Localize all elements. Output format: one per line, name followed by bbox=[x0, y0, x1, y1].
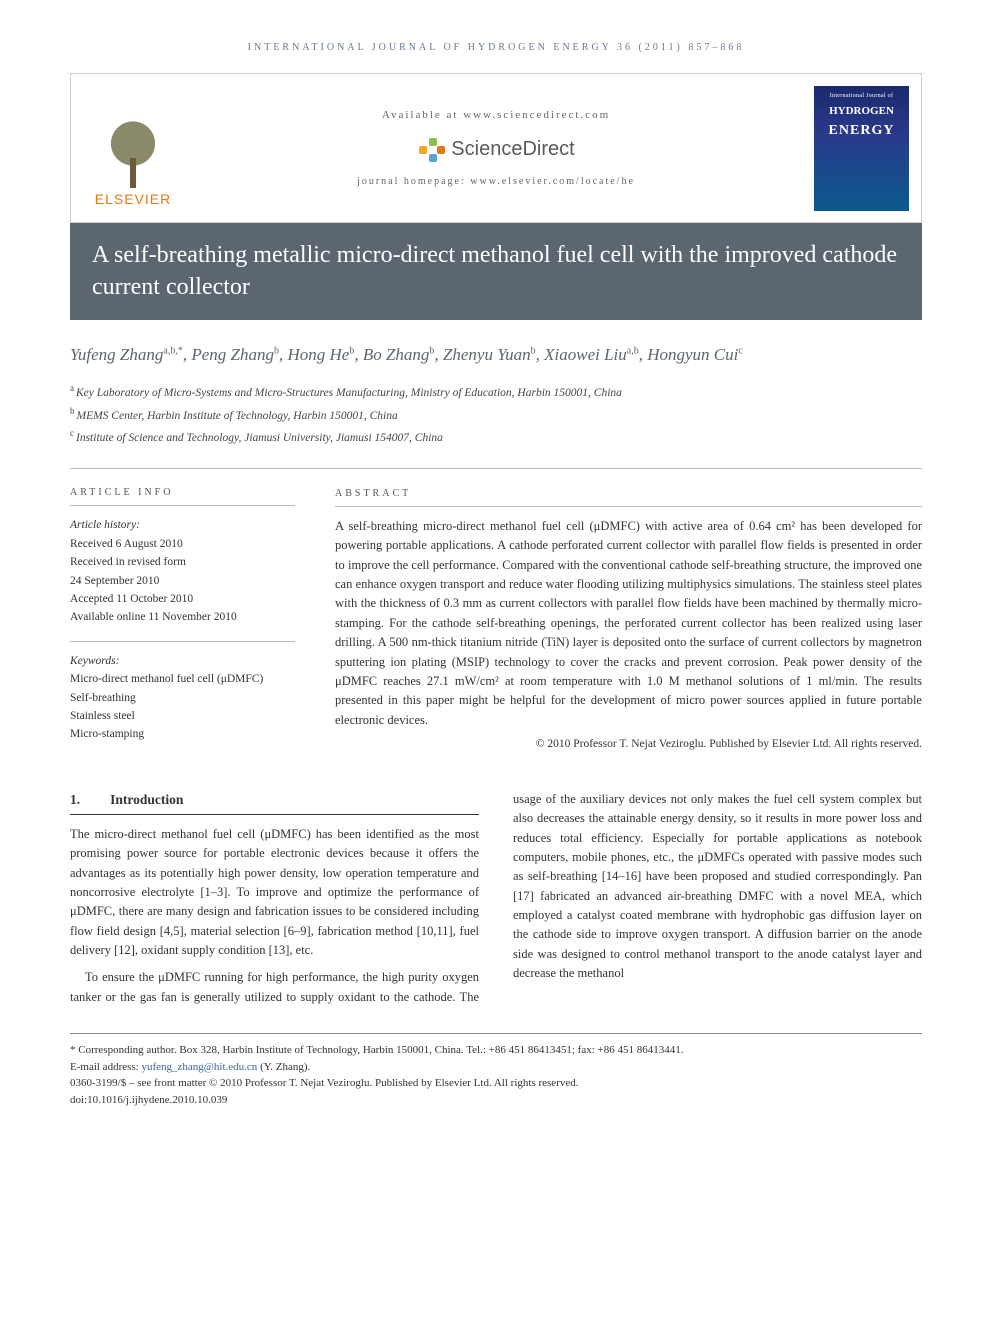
cover-line1: International Journal of bbox=[830, 92, 894, 101]
section-1-title: Introduction bbox=[110, 790, 183, 811]
cover-line2: HYDROGEN bbox=[829, 103, 894, 120]
keyword: Stainless steel bbox=[70, 707, 295, 725]
abstract-column: ABSTRACT A self-breathing micro-direct m… bbox=[335, 483, 922, 753]
author: Zhenyu Yuanb bbox=[443, 345, 536, 364]
elsevier-tree-icon bbox=[103, 119, 163, 189]
email-line: E-mail address: yufeng_zhang@hit.edu.cn … bbox=[70, 1059, 922, 1076]
section-1-num: 1. bbox=[70, 790, 80, 811]
publisher-name: ELSEVIER bbox=[95, 189, 171, 210]
sciencedirect-logo: ScienceDirect bbox=[417, 134, 574, 164]
doi-line: doi:10.1016/j.ijhydene.2010.10.039 bbox=[70, 1092, 922, 1109]
keyword: Self-breathing bbox=[70, 689, 295, 707]
keywords-head: Keywords: bbox=[70, 652, 295, 670]
abstract-text: A self-breathing micro-direct methanol f… bbox=[335, 517, 922, 730]
keyword: Micro-direct methanol fuel cell (μDMFC) bbox=[70, 670, 295, 688]
corresponding-author: * Corresponding author. Box 328, Harbin … bbox=[70, 1042, 922, 1059]
journal-homepage: journal homepage: www.elsevier.com/locat… bbox=[357, 174, 635, 189]
affiliation: aKey Laboratory of Micro-Systems and Mic… bbox=[70, 381, 922, 403]
abstract-label: ABSTRACT bbox=[335, 486, 922, 507]
publisher-logo: ELSEVIER bbox=[83, 100, 183, 210]
affiliation-list: aKey Laboratory of Micro-Systems and Mic… bbox=[70, 381, 922, 448]
keyword: Micro-stamping bbox=[70, 725, 295, 743]
journal-header: ELSEVIER International Journal of HYDROG… bbox=[70, 73, 922, 223]
author: Peng Zhangb bbox=[191, 345, 279, 364]
body-columns: 1. Introduction The micro-direct methano… bbox=[70, 790, 922, 1007]
history-head: Article history: bbox=[70, 516, 295, 534]
cover-line3: ENERGY bbox=[829, 120, 895, 141]
running-head: INTERNATIONAL JOURNAL OF HYDROGEN ENERGY… bbox=[70, 40, 922, 55]
affiliation: bMEMS Center, Harbin Institute of Techno… bbox=[70, 404, 922, 426]
journal-cover-thumb: International Journal of HYDROGEN ENERGY bbox=[814, 86, 909, 211]
history-line: Accepted 11 October 2010 bbox=[70, 590, 295, 608]
article-history: Article history: Received 6 August 2010R… bbox=[70, 516, 295, 626]
author: Hong Heb bbox=[287, 345, 354, 364]
article-info-label: ARTICLE INFO bbox=[70, 485, 295, 506]
page-footer: * Corresponding author. Box 328, Harbin … bbox=[70, 1033, 922, 1108]
email-who: (Y. Zhang). bbox=[257, 1061, 310, 1073]
author-list: Yufeng Zhanga,b,*, Peng Zhangb, Hong Heb… bbox=[70, 342, 922, 368]
author: Yufeng Zhanga,b,* bbox=[70, 345, 183, 364]
available-at: Available at www.sciencedirect.com bbox=[382, 107, 610, 124]
section-1-heading: 1. Introduction bbox=[70, 790, 479, 815]
history-line: Received 6 August 2010 bbox=[70, 535, 295, 553]
author: Bo Zhangb bbox=[363, 345, 435, 364]
sciencedirect-text: ScienceDirect bbox=[451, 134, 574, 164]
abstract-copyright: © 2010 Professor T. Nejat Veziroglu. Pub… bbox=[335, 736, 922, 754]
issn-line: 0360-3199/$ – see front matter © 2010 Pr… bbox=[70, 1075, 922, 1092]
author: Xiaowei Liua,b bbox=[544, 345, 639, 364]
sciencedirect-mark-icon bbox=[417, 136, 443, 162]
keywords-block: Keywords: Micro-direct methanol fuel cel… bbox=[70, 641, 295, 744]
affiliation: cInstitute of Science and Technology, Ji… bbox=[70, 426, 922, 448]
history-line: Available online 11 November 2010 bbox=[70, 608, 295, 626]
email-label: E-mail address: bbox=[70, 1061, 141, 1073]
article-title: A self-breathing metallic micro-direct m… bbox=[70, 223, 922, 320]
info-abstract-row: ARTICLE INFO Article history: Received 6… bbox=[70, 468, 922, 753]
author: Hongyun Cuic bbox=[647, 345, 743, 364]
history-line: Received in revised form bbox=[70, 553, 295, 571]
history-line: 24 September 2010 bbox=[70, 572, 295, 590]
email-address[interactable]: yufeng_zhang@hit.edu.cn bbox=[141, 1061, 257, 1073]
section-1-p1: The micro-direct methanol fuel cell (μDM… bbox=[70, 825, 479, 961]
article-info-column: ARTICLE INFO Article history: Received 6… bbox=[70, 483, 295, 753]
